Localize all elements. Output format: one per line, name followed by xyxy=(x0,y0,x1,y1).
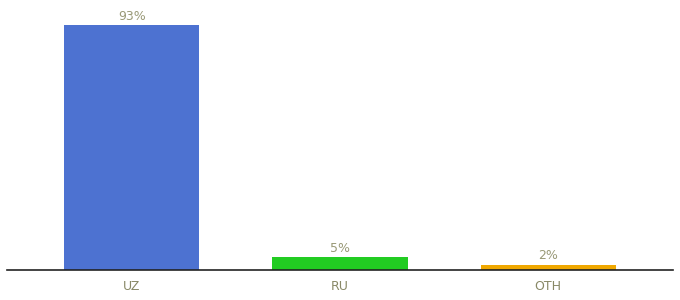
Bar xyxy=(273,257,407,270)
Bar xyxy=(64,26,199,270)
Bar xyxy=(481,265,616,270)
Text: 2%: 2% xyxy=(539,249,558,262)
Text: 5%: 5% xyxy=(330,242,350,254)
Text: 93%: 93% xyxy=(118,10,146,23)
